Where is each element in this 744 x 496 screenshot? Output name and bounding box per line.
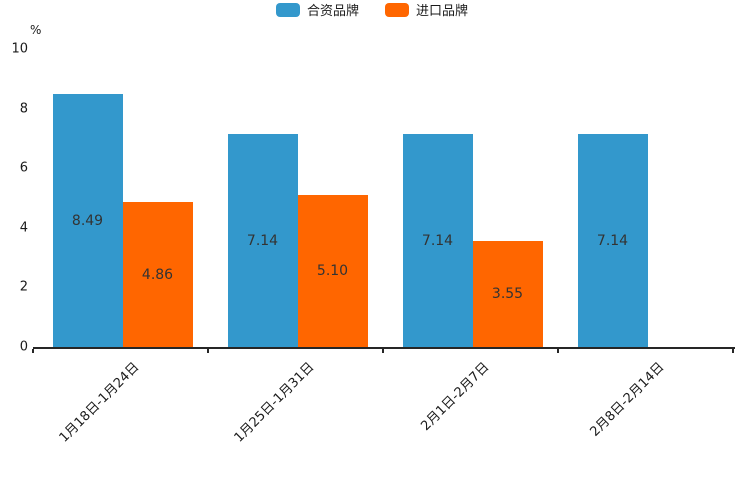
y-tick-label: 6 [19,160,28,176]
y-axis-unit-label: % [30,23,42,37]
legend-label: 进口品牌 [416,4,469,19]
bar-value-label: 7.14 [596,232,629,249]
legend-label: 合资品牌 [306,4,359,19]
legend-swatch-icon [385,2,409,17]
bar-value-label: 8.49 [71,212,104,229]
x-tick-label: 2月8日-2月14日 [586,359,667,440]
bar-series2-cat2: 5.10 [297,195,368,347]
bar-series1-cat3: 7.14 [402,134,473,347]
y-tick-label: 2 [19,279,28,295]
x-tick-label: 1月25日-1月31日 [231,359,317,446]
y-tick-label: 0 [19,339,28,355]
x-axis-line [33,347,735,349]
bar-series2-cat1: 4.86 [122,202,193,347]
bar-value-label: 4.86 [141,266,174,283]
bar-value-label: 7.14 [421,232,454,249]
legend-swatch-icon [275,2,300,17]
bar-value-label: 3.55 [491,286,524,303]
legend-item-series1: 合资品牌 [275,0,359,19]
x-tick-label: 2月1日-2月7日 [417,359,492,434]
bar-series1-cat2: 7.14 [227,134,298,347]
x-tick-mark [382,349,384,353]
x-tick-label: 1月18日-1月24日 [56,359,142,446]
y-tick-label: 4 [19,220,28,236]
y-tick-label: 8 [19,101,28,117]
x-tick-mark [207,349,209,353]
x-tick-mark [557,349,559,353]
x-tick-mark [32,349,34,353]
y-tick-label: 10 [11,41,28,57]
bar-series2-cat3: 3.55 [472,241,543,347]
legend: 合资品牌 进口品牌 [0,0,744,19]
legend-item-series2: 进口品牌 [385,0,468,19]
bar-value-label: 5.10 [316,263,349,280]
x-tick-mark [732,349,734,353]
bar-value-label: 7.14 [246,232,279,249]
plot-area: 8.49 7.14 7.14 7.14 4.86 5.10 3.55 1月18日-1月24日 1… [32,49,735,446]
bar-series1-cat1: 8.49 [52,94,123,347]
bar-series1-cat4: 7.14 [577,134,648,347]
